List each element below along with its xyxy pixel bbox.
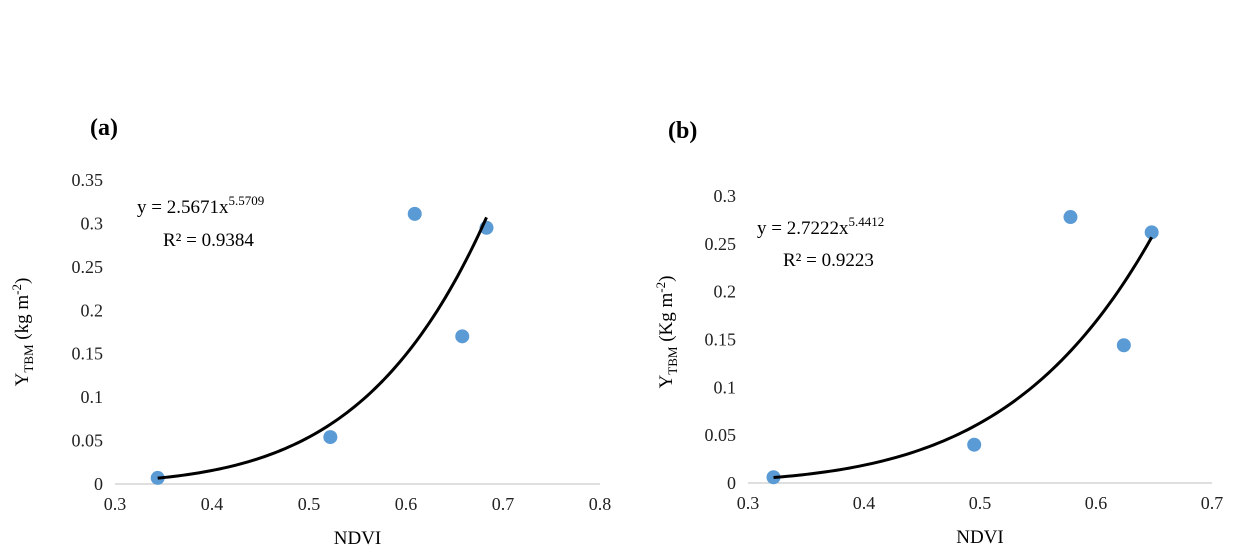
y-tick-label: 0.15 bbox=[705, 330, 737, 350]
trendline bbox=[773, 236, 1153, 480]
x-tick-label: 0.5 bbox=[298, 494, 321, 514]
data-point bbox=[323, 430, 338, 445]
data-point bbox=[407, 206, 422, 221]
x-tick-label: 0.4 bbox=[201, 494, 224, 514]
trendline-equation: y = 2.7222x5.4412 bbox=[757, 214, 884, 239]
equation-exponent: 5.4412 bbox=[848, 214, 884, 229]
data-point bbox=[1144, 225, 1159, 240]
data-point bbox=[1063, 210, 1078, 225]
y-label-main: Y bbox=[656, 374, 677, 388]
y-tick-label: 0.25 bbox=[72, 257, 104, 277]
y-label-main: Y bbox=[12, 372, 33, 386]
y-tick-label: 0.25 bbox=[705, 234, 737, 254]
trendline-equation: y = 2.5671x5.5709 bbox=[137, 193, 264, 218]
y-axis-label: YTBM (kg m-2) bbox=[9, 278, 36, 387]
data-point bbox=[1116, 338, 1131, 353]
y-tick-label: 0.05 bbox=[705, 425, 737, 445]
y-label-sub: TBM bbox=[21, 344, 36, 373]
x-tick-label: 0.3 bbox=[104, 494, 127, 514]
x-tick-label: 0.8 bbox=[589, 494, 612, 514]
x-axis-label: NDVI bbox=[334, 528, 382, 549]
equation-base: y = 2.7222x bbox=[757, 218, 849, 239]
equation-base: y = 2.5671x bbox=[137, 197, 229, 218]
x-tick-label: 0.6 bbox=[1085, 493, 1108, 513]
x-axis-label: NDVI bbox=[956, 527, 1004, 548]
r-squared: R² = 0.9223 bbox=[783, 250, 874, 271]
x-tick-label: 0.6 bbox=[395, 494, 418, 514]
panel-label: (a) bbox=[90, 115, 118, 141]
equation-exponent: 5.5709 bbox=[228, 193, 264, 208]
data-point bbox=[967, 437, 982, 452]
x-tick-label: 0.7 bbox=[1201, 493, 1224, 513]
y-label-close: ) bbox=[656, 276, 677, 282]
trendline bbox=[157, 216, 488, 480]
y-label-unit: (kg m bbox=[12, 295, 33, 345]
x-tick-label: 0.7 bbox=[492, 494, 515, 514]
y-label-sup: -2 bbox=[9, 284, 24, 295]
y-tick-label: 0.3 bbox=[714, 186, 737, 206]
y-tick-label: 0.1 bbox=[81, 387, 104, 407]
y-tick-label: 0.05 bbox=[72, 431, 104, 451]
x-tick-label: 0.4 bbox=[853, 493, 876, 513]
data-point bbox=[455, 329, 470, 344]
y-label-close: ) bbox=[12, 278, 33, 284]
y-tick-label: 0.2 bbox=[81, 300, 104, 320]
x-tick-label: 0.3 bbox=[737, 493, 760, 513]
y-tick-label: 0.1 bbox=[714, 377, 737, 397]
panel-label: (b) bbox=[668, 118, 697, 144]
y-tick-label: 0.2 bbox=[714, 282, 737, 302]
y-label-unit: (Kg m bbox=[656, 292, 677, 346]
y-label-sub: TBM bbox=[665, 346, 680, 375]
y-tick-label: 0.3 bbox=[81, 213, 104, 233]
y-axis-label: YTBM (Kg m-2) bbox=[653, 276, 680, 389]
y-tick-label: 0.35 bbox=[72, 170, 104, 190]
y-tick-label: 0 bbox=[94, 474, 103, 494]
y-label-sup: -2 bbox=[653, 282, 668, 293]
x-tick-label: 0.5 bbox=[969, 493, 992, 513]
y-tick-label: 0 bbox=[727, 473, 736, 493]
y-tick-label: 0.15 bbox=[72, 344, 104, 364]
r-squared: R² = 0.9384 bbox=[163, 230, 254, 251]
